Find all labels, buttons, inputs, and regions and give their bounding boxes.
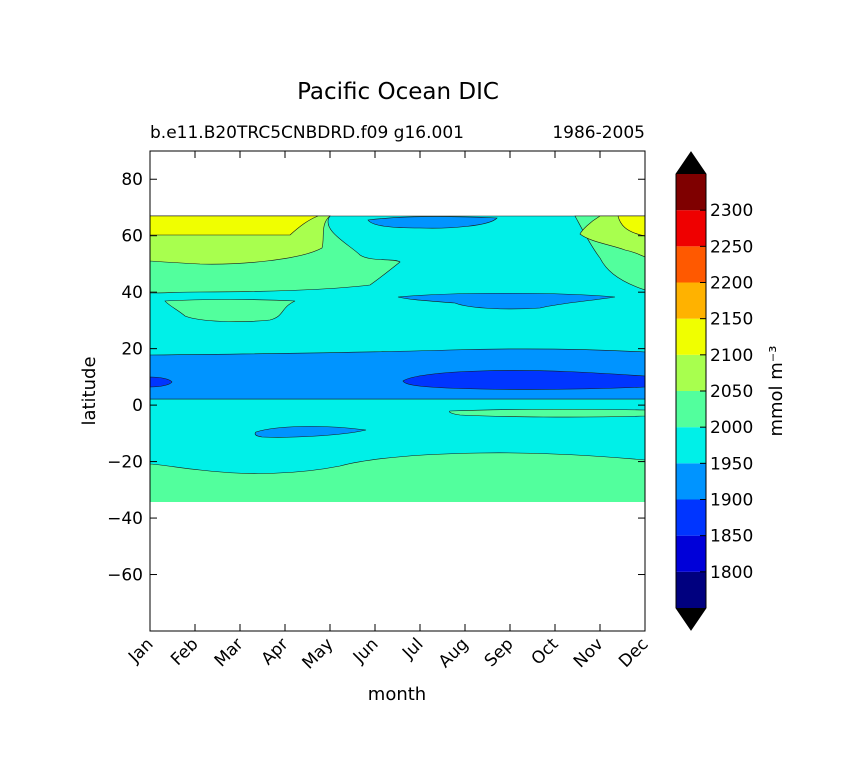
y-tick-label: −40 [107,509,143,529]
x-tick-label: May [299,634,338,673]
plot-frame [149,150,646,632]
colorbar-frame [675,151,707,631]
colorbar-segment [676,391,706,428]
colorbar-segment [676,282,706,319]
y-tick-label: 80 [121,170,143,190]
colorbar-tick-label: 2000 [710,418,753,438]
y-tick-label: 20 [121,340,143,360]
y-axis: 80 60 40 20 0 −20 −40 −60 [107,170,645,586]
contour-northern-blue-patch [367,216,498,229]
colorbar-segment [676,427,706,464]
x-tick-label: Sep [481,634,518,671]
x-tick-label: Feb [167,634,202,669]
colorbar-segment [676,535,706,572]
colorbar-tick-label: 2300 [710,201,753,221]
colorbar-tick-label: 1850 [710,527,753,547]
colorbar-tick-label: 1950 [710,454,753,474]
contour-equatorial-minimum-west [150,376,173,388]
chart-title: Pacific Ocean DIC [297,79,499,105]
colorbar-extend-low [676,608,706,630]
y-tick-label: 40 [121,283,143,303]
colorbar-label: mmol m⁻³ [766,345,787,436]
colorbar-tick-label: 2150 [710,310,753,330]
colorbar-tick-label: 2200 [710,274,753,294]
x-tick-label: Jul [398,634,427,663]
x-axis-label: month [368,684,426,705]
colorbar-tick-label: 2050 [710,382,753,402]
y-tick-label: 60 [121,227,143,247]
x-tick-label: Apr [258,634,293,669]
contour-fills [150,215,645,502]
x-tick-label: Oct [528,634,563,669]
contour-south-equatorial-patch [449,409,645,418]
colorbar-tick-label: 1900 [710,491,753,511]
colorbar-segment [676,463,706,500]
y-tick-label: 0 [132,396,143,416]
contour-midlat-blue-patch [397,292,616,310]
y-axis-label: latitude [79,356,100,425]
colorbar-segment [676,210,706,247]
colorbar-extend-high [676,152,706,174]
colorbar-segment [676,318,706,355]
y-tick-label: −60 [107,566,143,586]
x-tick-label: Nov [570,634,608,672]
contour-south-blue-patch [254,426,367,438]
colorbar-segment [676,571,706,608]
chart-subtitle-left: b.e11.B20TRC5CNBDRD.f09 g16.001 [150,123,464,143]
colorbar-segment [676,174,706,211]
colorbar-segment [676,499,706,536]
x-tick-label: Jun [349,634,383,668]
y-tick-label: −20 [107,453,143,473]
colorbar-segment [676,354,706,391]
contour-midlat-patch [164,299,296,322]
contour-southern-subtropics [150,398,645,474]
x-tick-label: Mar [211,634,248,671]
x-tick-label: Jan [124,634,157,667]
x-tick-label: Dec [615,634,652,671]
chart-subtitle-right: 1986-2005 [552,123,645,143]
colorbar-tick-label: 2250 [710,237,753,257]
contour-northern-winter-maximum [150,215,319,236]
colorbar-tick-label: 2100 [710,346,753,366]
colorbar-segment [676,246,706,283]
contour-equatorial-minimum [402,370,645,390]
x-tick-label: Aug [435,634,473,672]
colorbar: 1800 1850 1900 1950 2000 2050 2100 2150 2200 2250… [675,151,753,631]
colorbar-tick-label: 1800 [710,563,753,583]
